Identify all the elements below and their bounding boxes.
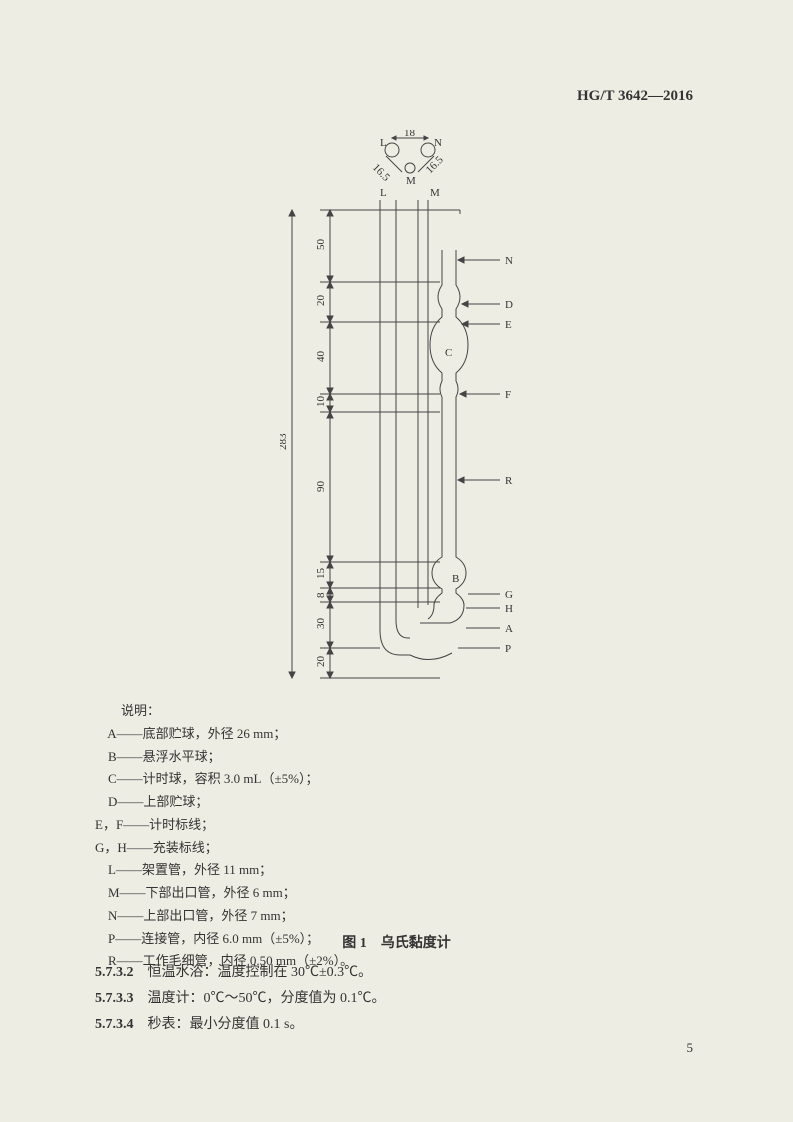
svg-text:15: 15: [315, 568, 327, 580]
svg-text:L: L: [380, 137, 387, 149]
svg-text:20: 20: [315, 656, 327, 668]
svg-text:D: D: [505, 299, 513, 311]
legend-title: 说明：: [95, 700, 353, 723]
section-number: 5.7.3.4: [95, 1017, 134, 1032]
section-line: 5.7.3.4 秒表：最小分度值 0.1 s。: [95, 1012, 386, 1038]
svg-text:E: E: [505, 319, 512, 331]
legend-line: M——下部出口管，外径 6 mm；: [95, 882, 353, 905]
svg-text:G: G: [505, 589, 513, 601]
legend-line: G，H——充装标线；: [95, 837, 353, 860]
legend-line: A——底部贮球，外径 26 mm；: [95, 723, 353, 746]
legend-line: D——上部贮球；: [95, 791, 353, 814]
page: HG/T 3642—2016 18 16.5: [0, 0, 793, 1122]
svg-text:B: B: [452, 573, 459, 585]
svg-text:30: 30: [315, 618, 327, 630]
section-number: 5.7.3.3: [95, 991, 134, 1006]
svg-text:L: L: [380, 187, 387, 199]
legend-line: N——上部出口管，外径 7 mm；: [95, 905, 353, 928]
svg-text:16.5: 16.5: [370, 162, 392, 184]
standard-code: HG/T 3642—2016: [577, 88, 693, 105]
svg-text:50: 50: [315, 239, 327, 251]
svg-text:90: 90: [315, 481, 327, 493]
svg-text:A: A: [505, 623, 513, 635]
svg-text:N: N: [505, 255, 513, 267]
side-view: L M N D: [280, 187, 513, 678]
svg-text:18: 18: [404, 130, 416, 139]
section-number: 5.7.3.2: [95, 965, 134, 980]
svg-text:10: 10: [315, 396, 327, 408]
section-text: 恒温水浴：温度控制在 30℃±0.3℃。: [134, 965, 373, 980]
section-line: 5.7.3.3 温度计：0℃～50℃，分度值为 0.1℃。: [95, 986, 386, 1012]
svg-text:F: F: [505, 389, 511, 401]
svg-text:40: 40: [315, 351, 327, 363]
section-text: 温度计：0℃～50℃，分度值为 0.1℃。: [134, 991, 386, 1006]
legend-line: B——悬浮水平球；: [95, 746, 353, 769]
svg-text:R: R: [505, 475, 513, 487]
legend-line: L——架置管，外径 11 mm；: [95, 859, 353, 882]
svg-text:N: N: [434, 137, 442, 149]
svg-text:M: M: [406, 175, 416, 187]
page-number: 5: [687, 1040, 694, 1056]
svg-text:H: H: [505, 603, 513, 615]
svg-text:20: 20: [315, 295, 327, 307]
svg-text:P: P: [505, 643, 511, 655]
svg-text:283: 283: [280, 433, 289, 450]
legend-line: C——计时球，容积 3.0 mL（±5%）；: [95, 768, 353, 791]
svg-text:8: 8: [315, 592, 327, 598]
top-view: 18 16.5 16.5 L N M: [370, 130, 446, 187]
section-line: 5.7.3.2 恒温水浴：温度控制在 30℃±0.3℃。: [95, 960, 386, 986]
legend-line: E，F——计时标线；: [95, 814, 353, 837]
figure-caption: 图 1 乌氏黏度计: [0, 932, 793, 952]
svg-text:M: M: [430, 187, 440, 199]
svg-text:C: C: [445, 347, 452, 359]
sections: 5.7.3.2 恒温水浴：温度控制在 30℃±0.3℃。5.7.3.3 温度计：…: [95, 960, 386, 1038]
section-text: 秒表：最小分度值 0.1 s。: [134, 1017, 304, 1032]
viscometer-diagram: 18 16.5 16.5 L N M: [280, 130, 570, 690]
